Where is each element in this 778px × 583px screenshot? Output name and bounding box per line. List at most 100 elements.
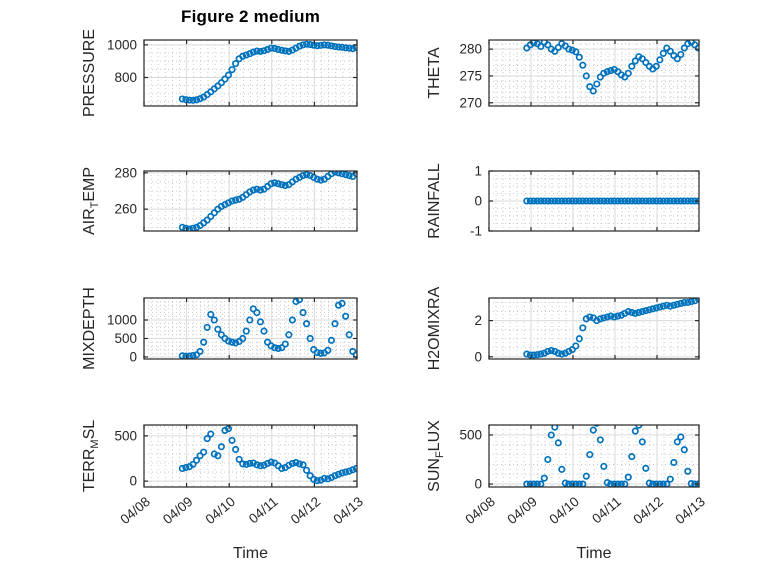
data-point [603, 479, 611, 487]
data-point [228, 338, 236, 346]
data-point [544, 347, 552, 355]
data-point [645, 197, 653, 205]
data-point [656, 303, 664, 311]
data-point [530, 197, 538, 205]
data-point [631, 309, 639, 317]
data-point [224, 425, 233, 433]
y-axis-label: H2OMIXRA [426, 286, 443, 370]
data-point [320, 41, 328, 49]
data-point [249, 48, 257, 56]
data-point [568, 346, 576, 354]
data-point [256, 318, 264, 326]
data-point [246, 459, 254, 468]
data-point [607, 67, 615, 75]
data-point [242, 460, 250, 468]
data-point [278, 464, 286, 473]
data-point [221, 75, 229, 83]
data-point [526, 351, 534, 359]
x-tick-label: 04/13 [672, 494, 708, 527]
data-point [327, 42, 335, 50]
data-point [586, 313, 594, 321]
data-point [239, 334, 247, 343]
subplot-mixdepth: 0 500 1000 MIXDEPTH [81, 287, 358, 370]
data-point [582, 72, 590, 80]
data-point [568, 197, 576, 205]
axes-box [143, 170, 358, 232]
data-point [540, 474, 548, 482]
y-tick-label: -1 [470, 224, 482, 239]
data-point [338, 299, 346, 307]
data-point [554, 197, 562, 205]
data-point [253, 461, 261, 469]
data-point [192, 456, 201, 464]
x-axis-title-left: Time [233, 545, 268, 562]
data-point [324, 346, 332, 354]
data-point [544, 41, 552, 49]
data-point [306, 472, 314, 480]
data-point [638, 197, 646, 205]
data-point [600, 462, 608, 470]
y-tick-label: 0 [474, 349, 482, 364]
y-axis-label: SUNFLUX [426, 420, 446, 492]
data-point [214, 325, 222, 333]
data-point [317, 176, 325, 184]
data-point [642, 197, 650, 205]
data-point [196, 452, 204, 460]
data-point [628, 62, 636, 70]
data-point [349, 466, 357, 474]
data-point [523, 197, 531, 205]
data-point [192, 96, 201, 104]
data-point [684, 197, 692, 205]
data-point [217, 79, 225, 87]
data-point [589, 197, 597, 205]
data-point [228, 436, 236, 444]
data-point [246, 316, 254, 324]
data-point [621, 197, 629, 205]
data-point [224, 71, 233, 79]
data-point [565, 45, 573, 53]
data-point [310, 41, 318, 49]
data-point [281, 182, 289, 190]
data-point [540, 197, 548, 205]
data-point [642, 307, 650, 315]
data-point [652, 62, 660, 70]
data-point [306, 334, 314, 343]
data-point [547, 346, 555, 355]
data-point [217, 443, 225, 451]
data-point [299, 461, 307, 469]
data-point [232, 196, 240, 204]
data-point [352, 171, 357, 178]
data-point [628, 453, 636, 461]
y-axis-label: AIRTEMP [81, 167, 101, 235]
data-point [324, 41, 332, 49]
y-tick-label: 1 [474, 164, 482, 179]
data-point [610, 197, 618, 205]
data-point [579, 197, 587, 205]
data-point [327, 336, 335, 344]
data-point [342, 312, 350, 320]
data-point [617, 197, 625, 205]
data-point [593, 80, 601, 88]
axes-box [143, 424, 358, 488]
data-point [178, 223, 186, 231]
data-point [338, 43, 346, 51]
data-point [274, 344, 282, 353]
y-tick-label: 0 [129, 474, 137, 489]
data-point [673, 55, 681, 63]
data-point [596, 436, 604, 444]
data-point [544, 455, 552, 464]
data-point [687, 480, 695, 487]
data-point [242, 51, 250, 59]
data-point [673, 438, 681, 446]
data-point [649, 305, 657, 313]
data-point [607, 197, 615, 205]
data-point [342, 44, 350, 52]
data-point [299, 172, 307, 180]
data-point [558, 197, 566, 205]
data-point [666, 475, 674, 483]
data-point [303, 171, 311, 179]
y-tick-label: 280 [114, 165, 137, 180]
data-point [210, 316, 218, 324]
x-tick-label: 04/11 [589, 494, 624, 527]
figure-title: Figure 2 medium [180, 7, 321, 26]
